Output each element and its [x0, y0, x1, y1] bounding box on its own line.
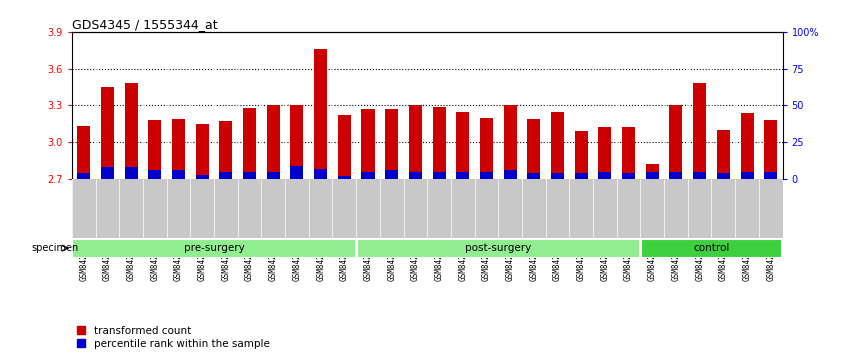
- Bar: [456, 172, 470, 179]
- FancyBboxPatch shape: [73, 239, 355, 258]
- Bar: [101, 167, 114, 179]
- Bar: [456, 112, 470, 179]
- Bar: [432, 107, 446, 179]
- Bar: [266, 172, 280, 179]
- Bar: [338, 115, 351, 179]
- Bar: [527, 119, 541, 179]
- Legend: transformed count, percentile rank within the sample: transformed count, percentile rank withi…: [77, 326, 270, 349]
- Bar: [314, 49, 327, 179]
- Bar: [101, 87, 114, 179]
- Bar: [717, 130, 730, 179]
- Bar: [645, 172, 659, 179]
- Bar: [669, 172, 683, 179]
- Bar: [740, 172, 754, 179]
- Bar: [172, 119, 185, 179]
- Bar: [77, 126, 91, 179]
- Text: control: control: [694, 243, 729, 253]
- Text: GDS4345 / 1555344_at: GDS4345 / 1555344_at: [72, 18, 217, 31]
- Bar: [740, 113, 754, 179]
- FancyBboxPatch shape: [641, 239, 782, 258]
- Bar: [243, 108, 256, 179]
- Bar: [693, 172, 706, 179]
- Text: pre-surgery: pre-surgery: [184, 243, 244, 253]
- Bar: [409, 172, 422, 179]
- Bar: [361, 172, 375, 179]
- Text: specimen: specimen: [31, 243, 79, 253]
- FancyBboxPatch shape: [357, 239, 640, 258]
- Bar: [124, 83, 138, 179]
- Bar: [219, 121, 233, 179]
- Bar: [290, 166, 304, 179]
- Bar: [195, 175, 209, 179]
- Bar: [574, 173, 588, 179]
- Bar: [219, 172, 233, 179]
- Bar: [622, 127, 635, 179]
- Bar: [432, 172, 446, 179]
- Bar: [764, 120, 777, 179]
- Bar: [385, 109, 398, 179]
- Bar: [148, 120, 162, 179]
- Bar: [717, 173, 730, 179]
- Bar: [764, 172, 777, 179]
- Bar: [77, 173, 91, 179]
- Bar: [551, 173, 564, 179]
- Bar: [338, 176, 351, 179]
- Bar: [480, 172, 493, 179]
- Bar: [314, 169, 327, 179]
- Bar: [574, 131, 588, 179]
- Bar: [551, 112, 564, 179]
- Bar: [693, 83, 706, 179]
- Bar: [503, 170, 517, 179]
- Bar: [385, 170, 398, 179]
- Bar: [598, 172, 612, 179]
- Bar: [124, 167, 138, 179]
- Bar: [669, 105, 683, 179]
- Bar: [645, 164, 659, 179]
- Bar: [290, 105, 304, 179]
- Bar: [598, 127, 612, 179]
- Bar: [172, 170, 185, 179]
- Text: post-surgery: post-surgery: [465, 243, 531, 253]
- Bar: [266, 105, 280, 179]
- Bar: [243, 172, 256, 179]
- Bar: [195, 124, 209, 179]
- Bar: [480, 118, 493, 179]
- Bar: [361, 109, 375, 179]
- Bar: [527, 173, 541, 179]
- Bar: [409, 105, 422, 179]
- Bar: [503, 105, 517, 179]
- Bar: [148, 170, 162, 179]
- Bar: [622, 173, 635, 179]
